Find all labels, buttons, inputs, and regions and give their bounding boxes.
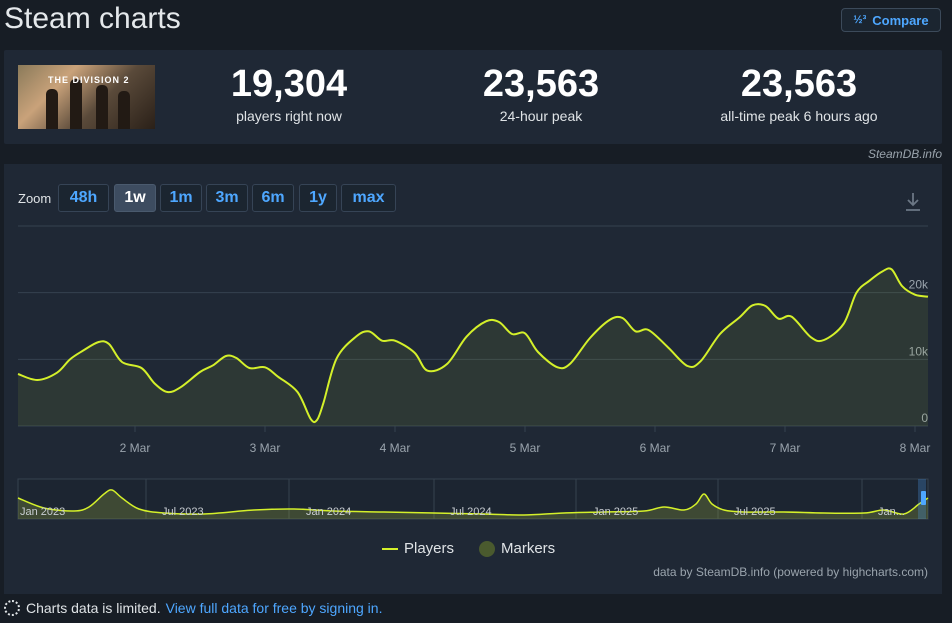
x-tick-label: 3 Mar bbox=[250, 441, 281, 455]
thumb-figure bbox=[46, 89, 58, 129]
stat-value: 23,563 bbox=[482, 63, 600, 105]
series-line-players bbox=[17, 267, 929, 424]
legend-line-swatch bbox=[382, 547, 398, 550]
thumb-figure bbox=[70, 79, 82, 129]
stat-24h-peak: 23,563 24-hour peak bbox=[456, 62, 626, 124]
navigator-tick-label: Jan 2023 bbox=[20, 506, 65, 518]
legend-label: Markers bbox=[501, 540, 556, 557]
y-tick-label: 0 bbox=[921, 411, 928, 425]
navigator-tick-label: Jul 2025 bbox=[734, 506, 776, 518]
compare-button[interactable]: ½³ Compare bbox=[841, 8, 941, 32]
x-tick-label: 2 Mar bbox=[120, 441, 151, 455]
y-tick-label: 10k bbox=[909, 344, 929, 358]
compare-label: Compare bbox=[872, 12, 929, 28]
stat-label: players right now bbox=[236, 108, 342, 124]
x-tick-label: 6 Mar bbox=[640, 441, 671, 455]
navigator-area bbox=[18, 489, 928, 519]
main-chart: 0 10k 20k 2 Mar 3 Mar 4 Mar 5 Mar 6 Mar 7 Mar 8 M… bbox=[17, 225, 931, 520]
zoom-label: Zoom bbox=[18, 191, 52, 206]
chart-panel: Zoom 48h 1w 1m 3m 6m 1y max 0 10k 20k 2 Mar… bbox=[4, 164, 942, 594]
navigator-tick-label: Jul 2023 bbox=[162, 506, 204, 518]
legend-label: Players bbox=[404, 540, 455, 557]
legend-players[interactable]: Players bbox=[382, 540, 454, 557]
navigator-line bbox=[17, 489, 929, 516]
powered-by-credit: data by SteamDB.info (powered by highcha… bbox=[653, 565, 928, 579]
stat-label: 24-hour peak bbox=[499, 108, 583, 124]
navigator-handle[interactable] bbox=[921, 491, 926, 505]
navigator-tick-label: Jan 2025 bbox=[593, 506, 638, 518]
stats-panel: THE DIVISION 2 19,304 players right now … bbox=[4, 50, 942, 144]
stat-value: 23,563 bbox=[740, 63, 858, 105]
zoom-48h-button[interactable]: 48h bbox=[58, 184, 109, 212]
navigator-tick-label: Jan... bbox=[878, 506, 905, 518]
thumb-figure bbox=[118, 91, 130, 129]
legend-markers[interactable]: Markers bbox=[479, 540, 555, 557]
x-tick-label: 5 Mar bbox=[510, 441, 541, 455]
thumb-figure bbox=[96, 85, 108, 129]
navigator-tick-label: Jan 2024 bbox=[306, 506, 351, 518]
legend-dot-swatch bbox=[479, 540, 495, 557]
steamdb-credit: SteamDB.info bbox=[867, 147, 942, 161]
sign-in-link[interactable]: View full data for free by signing in. bbox=[165, 600, 383, 616]
y-tick-label: 20k bbox=[909, 278, 929, 292]
download-icon[interactable] bbox=[904, 192, 922, 212]
zoom-3m-button[interactable]: 3m bbox=[206, 184, 248, 212]
stat-current: 19,304 players right now bbox=[204, 62, 374, 124]
footer-note-text: Charts data is limited. bbox=[26, 600, 161, 616]
compare-icon: ½³ bbox=[853, 14, 867, 26]
zoom-1y-button[interactable]: 1y bbox=[299, 184, 337, 212]
zoom-max-button[interactable]: max bbox=[341, 184, 396, 212]
footer-note: Charts data is limited. View full data f… bbox=[4, 600, 382, 616]
loading-icon bbox=[4, 600, 20, 616]
stat-value: 19,304 bbox=[230, 63, 348, 105]
stat-all-time-peak: 23,563 all-time peak 6 hours ago bbox=[684, 62, 914, 124]
series-area bbox=[18, 268, 928, 426]
zoom-6m-button[interactable]: 6m bbox=[252, 184, 294, 212]
x-tick-label: 4 Mar bbox=[380, 441, 411, 455]
stat-label: all-time peak 6 hours ago bbox=[720, 108, 878, 124]
zoom-1w-button[interactable]: 1w bbox=[114, 184, 156, 212]
zoom-1m-button[interactable]: 1m bbox=[160, 184, 202, 212]
navigator-tick-label: Jul 2024 bbox=[450, 506, 492, 518]
page-title: Steam charts bbox=[4, 2, 181, 35]
game-thumbnail[interactable]: THE DIVISION 2 bbox=[18, 65, 155, 129]
x-tick-label: 7 Mar bbox=[770, 441, 801, 455]
x-tick-label: 8 Mar bbox=[900, 441, 931, 455]
game-logo-text: THE DIVISION 2 bbox=[48, 75, 130, 85]
